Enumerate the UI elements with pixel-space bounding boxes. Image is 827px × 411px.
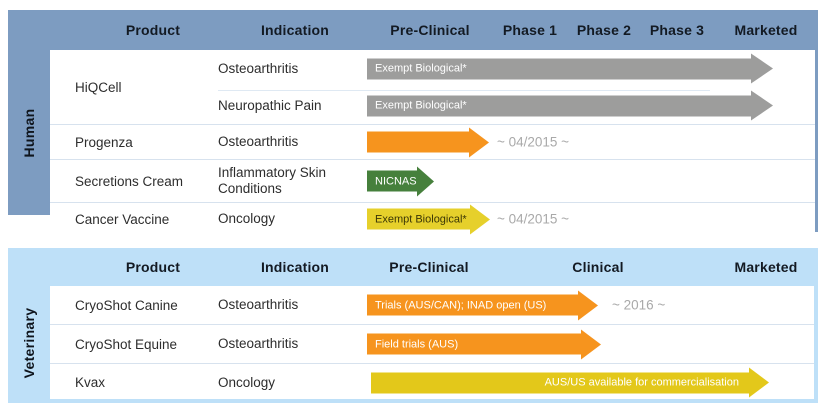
product-name: HiQCell bbox=[75, 79, 122, 95]
milestone-date: ~ 04/2015 ~ bbox=[497, 211, 570, 227]
arrow-tip-icon bbox=[749, 367, 769, 398]
indication: Oncology bbox=[218, 211, 276, 227]
column-header-marketed: Marketed bbox=[734, 22, 798, 38]
arrow-tip-icon bbox=[469, 127, 489, 157]
arrow-tip-icon bbox=[581, 329, 601, 359]
milestone-date: ~ 2016 ~ bbox=[612, 297, 666, 313]
stage-arrow-exempt-biological: Exempt Biological* bbox=[367, 53, 773, 84]
product-name: Kvax bbox=[75, 375, 106, 390]
indication: Osteoarthritis bbox=[218, 134, 299, 150]
pipeline-row-hiqcell-group: HiQCell Osteoarthritis Exempt Biological… bbox=[50, 50, 815, 124]
indication: Osteoarthritis bbox=[218, 336, 299, 352]
pipeline-row-progenza: Progenza Osteoarthritis ~ 04/2015 ~ bbox=[50, 124, 815, 159]
stage-arrow-exempt-biological: Exempt Biological* bbox=[367, 90, 773, 121]
arrow-tip-icon bbox=[470, 204, 490, 234]
hiqcell-inner-separator bbox=[218, 90, 710, 91]
stage-arrow-nicnas: NICNAS bbox=[367, 166, 434, 196]
pipeline-row-kvax: Kvax Oncology AUS/US available for comme… bbox=[50, 363, 814, 401]
column-header-phase1: Phase 1 bbox=[502, 22, 558, 38]
pipeline-row-cryoshot-canine: CryoShot Canine Osteoarthritis Trials (A… bbox=[50, 286, 814, 324]
veterinary-side-band: Veterinary bbox=[8, 286, 50, 399]
product-name: CryoShot Equine bbox=[75, 336, 178, 352]
arrow-tip-icon bbox=[578, 290, 598, 320]
stage-arrow-commercialisation: AUS/US available for commercialisation bbox=[371, 367, 769, 398]
column-header-phase3: Phase 3 bbox=[649, 22, 705, 38]
arrow-tip-icon bbox=[751, 53, 773, 84]
human-pipeline-section: Product Indication Pre-Clinical Phase 1 … bbox=[8, 10, 818, 235]
pipeline-row-cryoshot-equine: CryoShot Equine Osteoarthritis Field tri… bbox=[50, 324, 814, 363]
stage-arrow-preclinical bbox=[367, 127, 489, 157]
human-side-band: Human bbox=[8, 50, 50, 215]
column-header-product: Product bbox=[125, 22, 181, 38]
human-header-row: Product Indication Pre-Clinical Phase 1 … bbox=[8, 10, 818, 50]
column-header-indication: Indication bbox=[260, 259, 330, 275]
product-name: Secretions Cream bbox=[75, 173, 184, 189]
veterinary-pipeline-section: Product Indication Pre-Clinical Clinical… bbox=[8, 248, 818, 403]
human-right-border bbox=[815, 50, 818, 232]
column-header-clinical: Clinical bbox=[572, 259, 624, 275]
stage-arrow-trials: Trials (AUS/CAN); INAD open (US) bbox=[367, 290, 598, 320]
arrow-tip-icon bbox=[417, 166, 434, 196]
pipeline-row-cancer-vaccine: Cancer Vaccine Oncology Exempt Biologica… bbox=[50, 202, 815, 235]
pipeline-row-hiqcell-osteoarthritis: Osteoarthritis Exempt Biological* bbox=[218, 50, 815, 87]
column-header-preclinical: Pre-Clinical bbox=[389, 259, 469, 275]
product-name: Cancer Vaccine bbox=[75, 211, 170, 227]
column-header-preclinical: Pre-Clinical bbox=[390, 22, 470, 38]
stage-arrow-field-trials: Field trials (AUS) bbox=[367, 329, 601, 359]
milestone-date: ~ 04/2015 ~ bbox=[497, 134, 570, 150]
product-name: CryoShot Canine bbox=[75, 297, 178, 313]
product-name: Progenza bbox=[75, 134, 133, 150]
indication: Osteoarthritis bbox=[218, 297, 299, 313]
column-header-phase2: Phase 2 bbox=[576, 22, 632, 38]
column-header-indication: Indication bbox=[260, 22, 330, 38]
column-header-marketed: Marketed bbox=[734, 259, 798, 275]
human-rows: HiQCell Osteoarthritis Exempt Biological… bbox=[50, 50, 815, 235]
column-header-product: Product bbox=[125, 259, 181, 275]
pipeline-row-hiqcell-neuropathic-pain: Neuropathic Pain Exempt Biological* bbox=[218, 87, 815, 124]
indication: Neuropathic Pain bbox=[218, 97, 322, 113]
pipeline-row-secretions-cream: Secretions Cream Inflammatory Skin Condi… bbox=[50, 159, 815, 202]
stage-arrow-exempt-biological: Exempt Biological* bbox=[367, 204, 490, 234]
human-section-label: Human bbox=[21, 108, 37, 157]
arrow-tip-icon bbox=[751, 90, 773, 121]
indication: Inflammatory Skin Conditions bbox=[218, 165, 327, 196]
indication: Osteoarthritis bbox=[218, 60, 299, 76]
veterinary-header-row: Product Indication Pre-Clinical Clinical… bbox=[8, 248, 818, 286]
veterinary-rows: CryoShot Canine Osteoarthritis Trials (A… bbox=[50, 286, 814, 399]
indication: Oncology bbox=[218, 374, 276, 390]
veterinary-section-label: Veterinary bbox=[21, 307, 37, 378]
